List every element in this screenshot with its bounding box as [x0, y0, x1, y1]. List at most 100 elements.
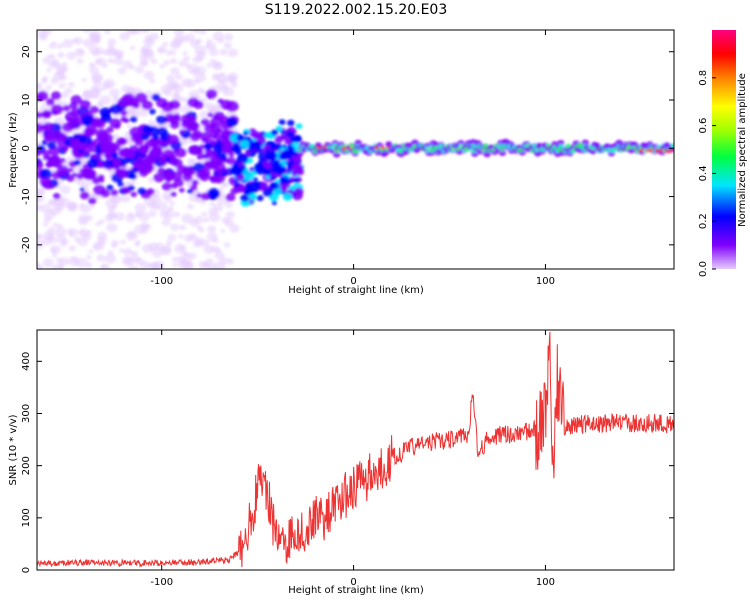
- heatmap-cell: [170, 223, 180, 232]
- heatmap-cell: [224, 33, 234, 42]
- heatmap-cell: [161, 218, 172, 227]
- heatmap-cell: [180, 35, 188, 42]
- heatmap-cell: [52, 263, 64, 269]
- heatmap-cell: [374, 146, 379, 150]
- y-tick-label: 0: [21, 145, 32, 151]
- heatmap-cell: [217, 37, 225, 44]
- heatmap-cell: [172, 158, 183, 168]
- heatmap-cell: [262, 188, 273, 197]
- heatmap-cell: [281, 152, 287, 157]
- heatmap-cell: [178, 234, 184, 239]
- heatmap-cell: [317, 145, 321, 149]
- heatmap-cell: [98, 240, 104, 245]
- heatmap-cell: [278, 119, 286, 126]
- heatmap-cell: [164, 113, 175, 122]
- heatmap-cell: [216, 127, 223, 134]
- heatmap-cell: [207, 188, 221, 199]
- heatmap-cell: [209, 201, 215, 206]
- heatmap-cell: [170, 50, 177, 55]
- heatmap-cell: [282, 192, 293, 201]
- heatmap-cell: [451, 148, 455, 151]
- heatmap-cell: [238, 161, 245, 167]
- heatmap-cell: [109, 88, 120, 98]
- heatmap-cell: [56, 43, 63, 49]
- heatmap-cell: [129, 116, 138, 123]
- x-tick-label: 0: [350, 577, 356, 588]
- heatmap-cell: [88, 62, 95, 68]
- colorbar: 0.0 0.2 0.4 0.6 0.8 Normalized spectral ampl…: [698, 30, 748, 277]
- heatmap-cell: [161, 182, 172, 191]
- heatmap-cell: [271, 200, 277, 206]
- heatmap-cell: [50, 104, 64, 115]
- heatmap-cell: [91, 74, 102, 83]
- heatmap-cell: [225, 211, 235, 219]
- heatmap-cell: [160, 160, 167, 166]
- y-tick-label: 20: [21, 45, 32, 58]
- heatmap-cell: [674, 150, 677, 153]
- heatmap-cell: [165, 240, 173, 247]
- heatmap-cell: [199, 110, 210, 120]
- heatmap-cell: [182, 252, 191, 260]
- heatmap-cell: [175, 95, 183, 102]
- heatmap-cell: [141, 100, 153, 110]
- heatmap-cell: [57, 68, 66, 75]
- heatmap-cell: [37, 233, 42, 241]
- heatmap-cell: [139, 260, 150, 269]
- heatmap-cell: [97, 231, 108, 241]
- heatmap-cell: [130, 191, 138, 198]
- colorbar-label: Normalized spectral amplitude: [737, 73, 748, 227]
- heatmap-cell: [133, 30, 142, 34]
- heatmap-cell: [148, 108, 156, 115]
- heatmap-cell: [224, 201, 233, 209]
- heatmap-cell: [219, 78, 225, 83]
- heatmap-cell: [150, 58, 158, 65]
- heatmap-cell: [170, 171, 183, 182]
- heatmap-cell: [192, 129, 203, 138]
- heatmap-cell: [262, 161, 272, 169]
- heatmap-cell: [101, 63, 108, 69]
- heatmap-cell: [342, 146, 346, 150]
- heatmap-cell: [266, 151, 278, 161]
- heatmap-cell: [37, 91, 49, 101]
- heatmap-cell: [221, 143, 234, 153]
- heatmap-cell: [62, 39, 74, 49]
- heatmap-cell: [51, 171, 62, 180]
- heatmap-cell: [134, 65, 145, 74]
- heatmap-cell: [179, 245, 185, 251]
- heatmap-cell: [68, 256, 80, 267]
- heatmap-cell: [37, 194, 45, 202]
- heatmap-cell: [41, 236, 53, 246]
- heatmap-cell: [200, 89, 207, 95]
- heatmap-cell: [203, 217, 210, 223]
- heatmap-cell: [231, 166, 243, 176]
- heatmap-cell: [250, 181, 261, 191]
- heatmap-cell: [212, 238, 219, 244]
- heatmap-cell: [230, 81, 238, 88]
- heatmap-cell: [225, 257, 234, 265]
- heatmap-cell: [139, 59, 149, 67]
- heatmap-cell: [198, 227, 205, 233]
- heatmap-cell: [240, 194, 249, 202]
- heatmap-cell: [151, 93, 161, 102]
- heatmap-cell: [147, 201, 157, 209]
- heatmap-cell: [62, 146, 69, 152]
- heatmap-cell: [286, 119, 295, 127]
- heatmap-cell: [127, 184, 135, 191]
- heatmap-cell: [155, 201, 168, 211]
- heatmap-cell: [81, 77, 87, 83]
- heatmap-cell: [97, 160, 106, 169]
- heatmap-cell: [173, 91, 180, 97]
- heatmap-cell: [178, 224, 186, 231]
- heatmap-cell: [77, 237, 88, 247]
- heatmap-cell: [208, 130, 218, 139]
- heatmap-cell: [200, 118, 210, 126]
- heatmap-cell: [128, 97, 139, 107]
- heatmap-cell: [43, 122, 54, 132]
- heatmap-cell: [139, 132, 150, 141]
- heatmap-cell: [37, 160, 44, 170]
- heatmap-cell: [234, 148, 242, 155]
- heatmap-cell: [256, 195, 264, 202]
- heatmap-cell: [225, 100, 239, 112]
- snr-series-line: [37, 331, 674, 568]
